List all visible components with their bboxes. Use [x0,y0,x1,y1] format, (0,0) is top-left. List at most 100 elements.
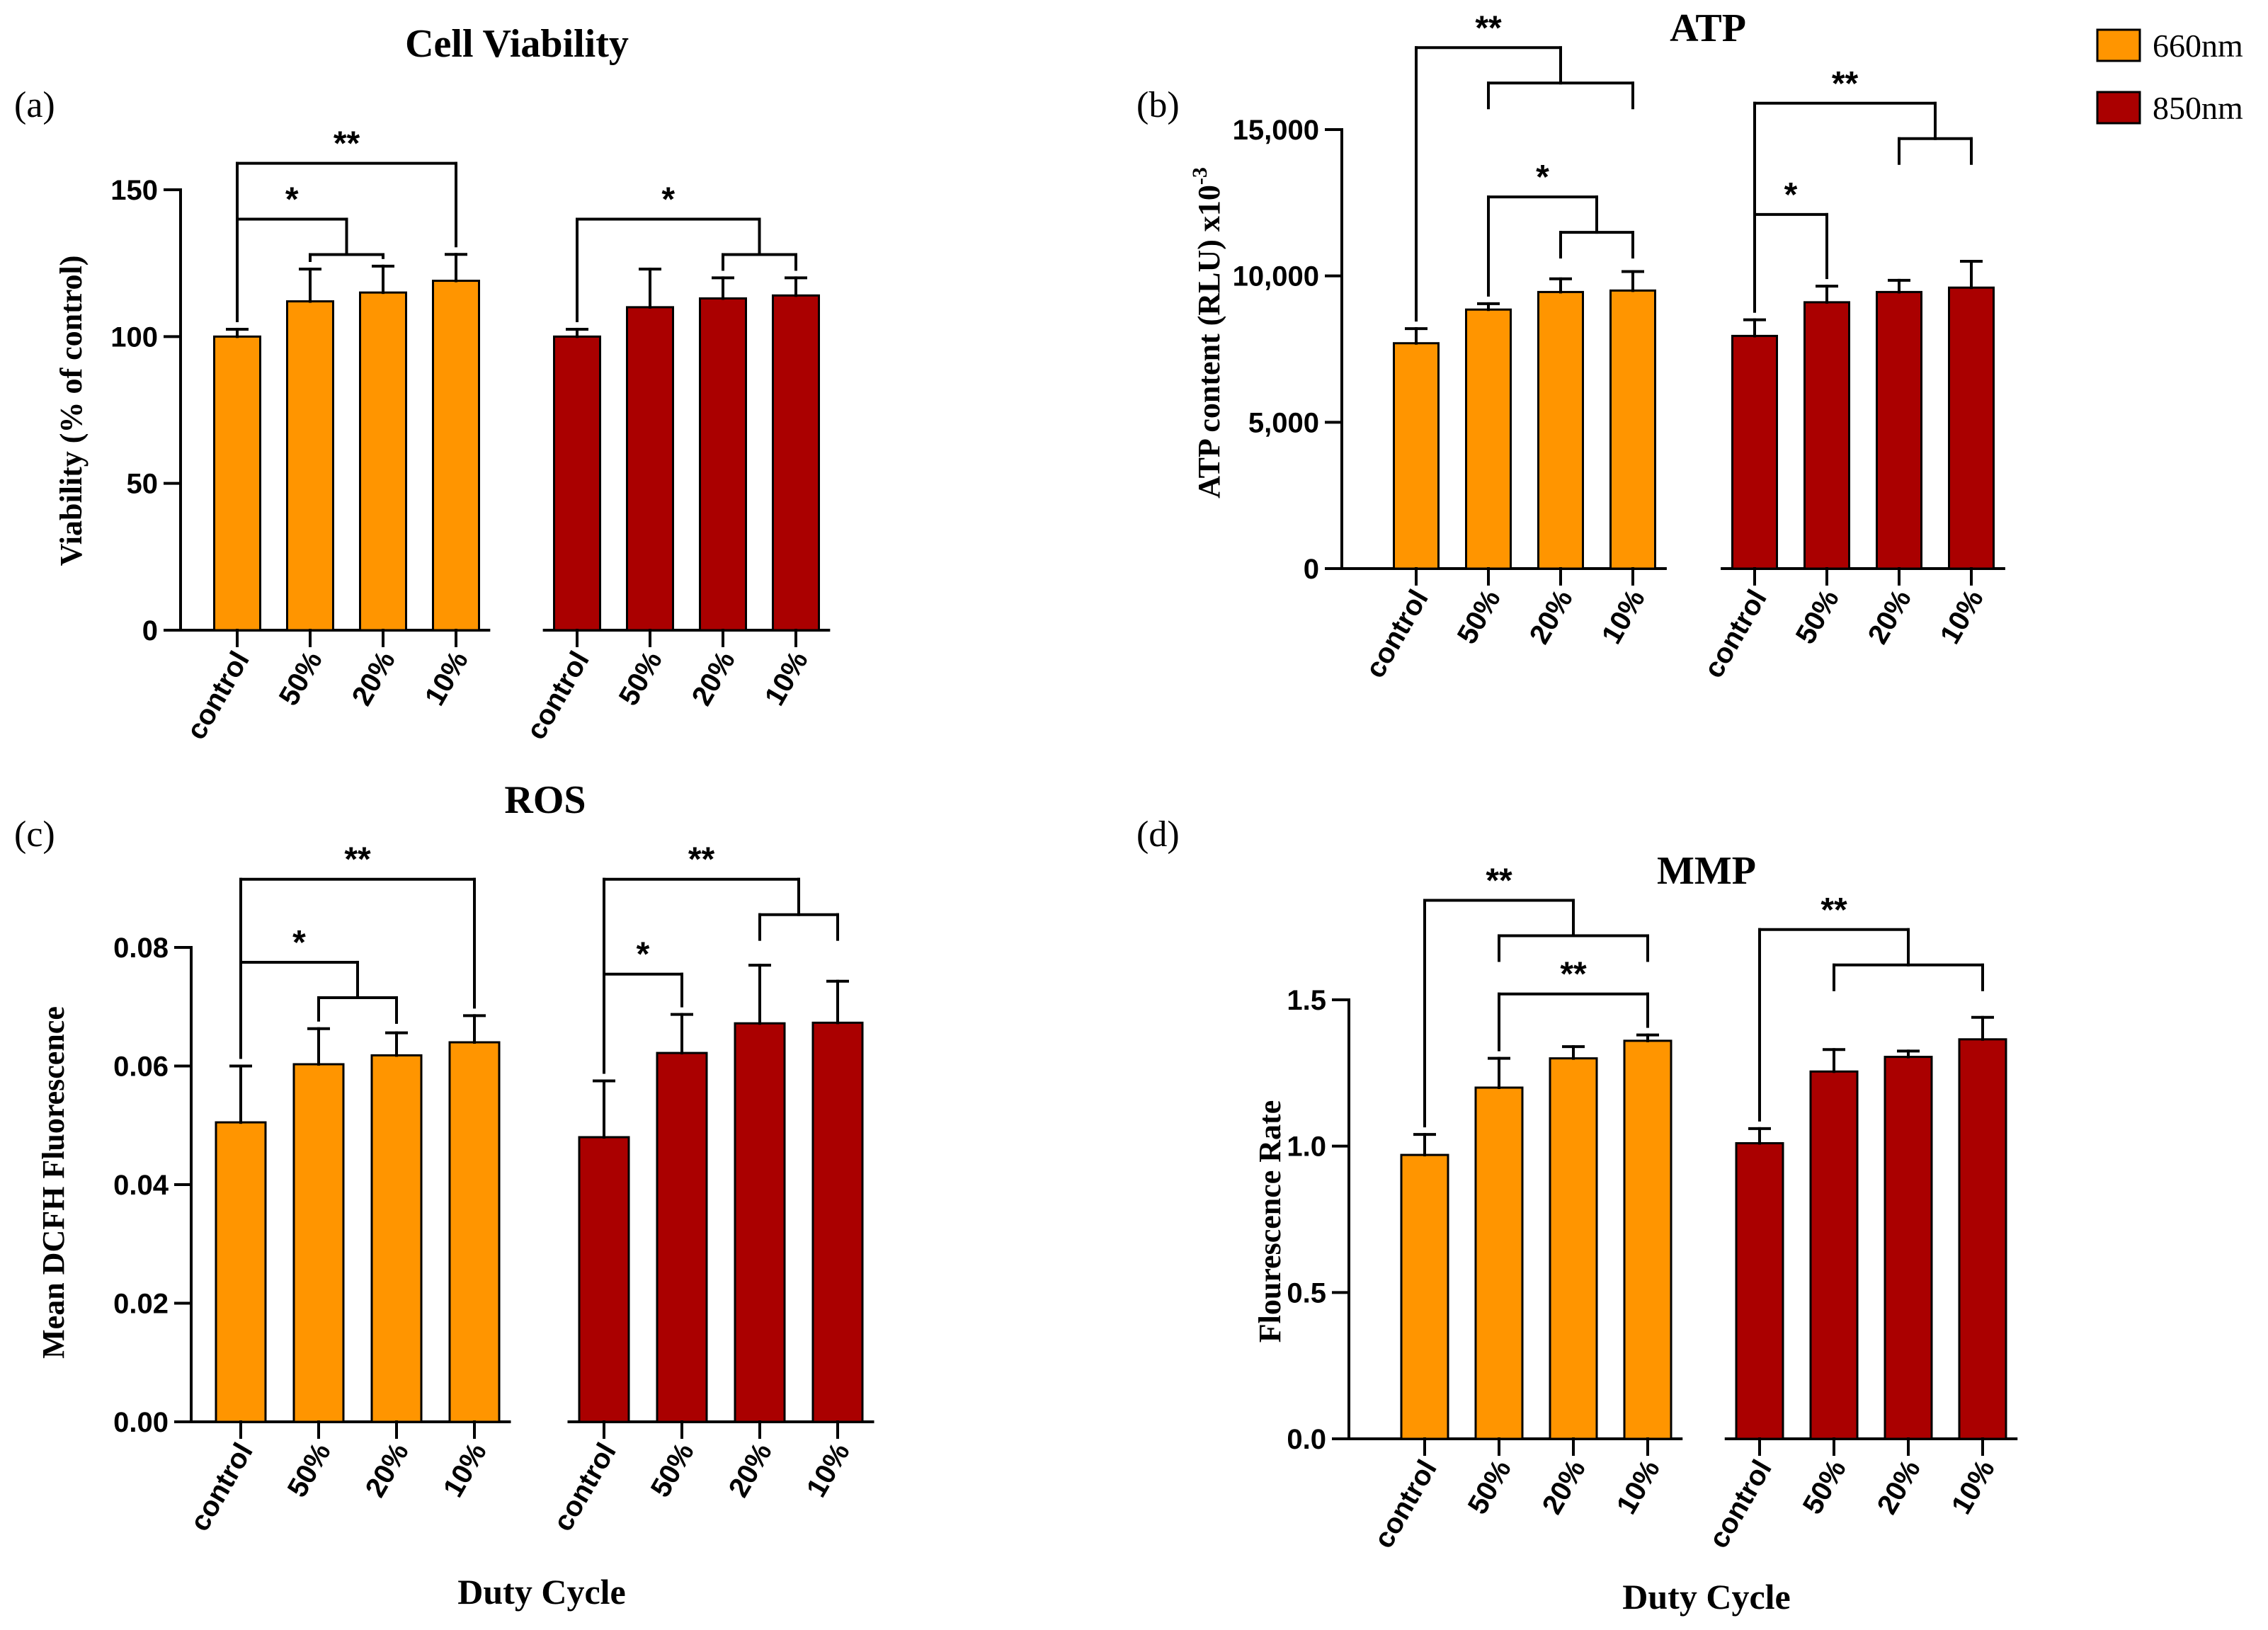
y-tick-label: 0.5 [1287,1277,1326,1309]
chart-3: ROS (c) 0.00 0.02 0.04 0.06 0.08 Mean DCFH Fluo… [14,778,874,1612]
x-tick-label: 20% [360,1438,415,1503]
legend-label-850nm: 850nm [2153,90,2243,126]
bar [1623,1039,1672,1440]
bar [1803,301,1850,570]
x-tick-label: 10% [438,1438,493,1503]
significance-label: ** [344,841,371,879]
significance-label: ** [1475,9,1502,47]
significance-label: * [1784,176,1798,214]
panel-label: (b) [1136,85,1180,125]
y-tick-label: 0.04 [113,1170,169,1201]
bar [1465,308,1512,570]
x-tick-label: control [181,646,256,745]
bar [1958,1038,2007,1440]
x-tick-label: 20% [1862,585,1917,649]
x-tick-label: 20% [1537,1455,1592,1520]
bar [578,1136,630,1423]
bar [1809,1070,1859,1440]
bar [1876,290,1922,570]
chart-title: ROS [504,778,586,822]
bar [1731,334,1778,570]
x-tick-label: 10% [419,646,474,711]
x-axis-label: Duty Cycle [1622,1577,1790,1617]
significance-label: ** [688,841,715,879]
significance-label: * [637,936,650,974]
significance-label: ** [1820,891,1847,929]
x-tick-label: control [547,1438,622,1537]
x-tick-label: 50% [1797,1455,1852,1520]
x-tick-label: 10% [801,1438,856,1503]
x-tick-label: control [184,1438,259,1537]
legend-label-660nm: 660nm [2153,28,2243,64]
x-tick-label: control [1368,1455,1443,1554]
bar [553,335,601,632]
x-tick-label: 20% [1524,585,1579,649]
y-tick-label: 1.5 [1287,985,1326,1016]
x-axis-label: Duty Cycle [457,1572,625,1612]
x-tick-label: 50% [1790,585,1845,649]
bar [811,1021,864,1423]
significance-label: ** [1486,862,1512,899]
bar [1474,1086,1524,1440]
significance-label: * [661,181,675,218]
significance-label: ** [1832,65,1859,103]
x-tick-label: 10% [1934,585,1990,649]
bar [448,1041,501,1423]
bar [1400,1153,1449,1440]
y-axis-label: Mean DCFH Fluorescence [36,1006,71,1359]
bar [626,306,674,632]
y-tick-label: 15,000 [1233,115,1319,146]
significance-label: ** [1560,956,1587,993]
significance-label: ** [334,125,360,163]
x-tick-label: 20% [723,1438,778,1503]
panel-label: (c) [14,814,55,855]
x-tick-label: control [1703,1455,1778,1554]
y-tick-label: 150 [110,175,158,206]
y-tick-label: 0.08 [113,933,169,964]
y-tick-label: 0 [1304,554,1319,585]
x-tick-label: 20% [346,646,401,711]
x-tick-label: 20% [1871,1455,1927,1520]
chart-4: MMP (d) 0.0 0.5 1.0 1.5 Flourescence Rate contr… [1136,814,2018,1617]
x-tick-label: 20% [686,646,741,711]
bar [1393,342,1440,570]
bar [699,297,747,632]
x-tick-label: 50% [1452,585,1507,649]
panel-label: (a) [14,85,55,125]
y-axis-label-superscript: -3 [1188,167,1212,185]
y-tick-label: 1.0 [1287,1132,1326,1163]
bar [292,1063,345,1423]
x-tick-label: 10% [1596,585,1651,649]
bar [1549,1057,1598,1440]
bar [1537,290,1584,570]
x-tick-label: control [1698,585,1773,683]
bar [1609,289,1656,570]
bar [432,280,480,632]
bar [359,291,407,632]
x-tick-label: 10% [1611,1455,1666,1520]
y-axis-label: ATP content (RLU) x10-3 [1188,167,1226,498]
x-tick-label: 50% [282,1438,337,1503]
y-tick-label: 50 [127,469,159,500]
y-tick-label: 0.00 [113,1407,169,1438]
chart-title: ATP [1670,6,1746,50]
charts: Cell Viability (a) 0 50 100 150 Viability (% o… [14,6,2018,1617]
bar [215,1121,267,1423]
significance-label: * [1536,159,1549,196]
bar [1735,1142,1784,1440]
x-tick-label: 50% [273,646,329,711]
x-tick-label: 50% [1462,1455,1517,1520]
y-tick-label: 0.02 [113,1289,169,1320]
bar [1884,1056,1933,1440]
x-tick-label: 50% [645,1438,700,1503]
y-tick-label: 0 [142,615,158,646]
significance-label: * [285,181,299,218]
x-tick-label: control [520,646,596,745]
bar [734,1022,786,1423]
x-tick-label: 10% [759,646,814,711]
y-tick-label: 100 [110,321,158,353]
legend-swatch-850nm [2096,91,2141,125]
panel-label: (d) [1136,814,1180,855]
chart-1: Cell Viability (a) 0 50 100 150 Viability (% o… [14,22,831,745]
